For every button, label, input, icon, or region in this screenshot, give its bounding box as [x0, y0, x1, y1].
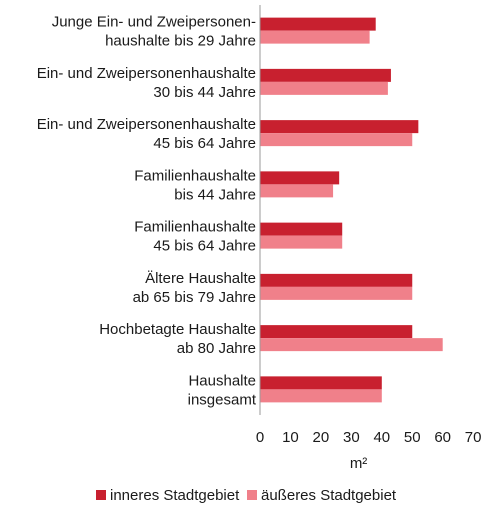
x-tick-label: 40 — [373, 429, 390, 446]
bar-aeusseres-7 — [260, 389, 382, 403]
category-label-5: Ältere Haushalte ab 65 bis 79 Jahre — [133, 270, 256, 306]
x-tick-labels-group: 0 10 20 30 40 50 60 70 — [256, 429, 482, 446]
category-label-line: Ein- und Zweipersonenhaushalte — [37, 116, 256, 133]
bar-aeusseres-0 — [260, 30, 370, 44]
x-tick-label: 50 — [404, 429, 421, 446]
category-label-line: Junge Ein- und Zweipersonen- — [52, 14, 256, 31]
category-label-line: Ein- und Zweipersonenhaushalte — [37, 65, 256, 82]
bar-aeusseres-1 — [260, 81, 388, 95]
x-tick-label: 60 — [434, 429, 451, 446]
bar-inneres-3 — [260, 171, 340, 185]
bar-inneres-2 — [260, 120, 419, 134]
x-tick-label: 30 — [343, 429, 360, 446]
category-label-line: ab 65 bis 79 Jahre — [133, 289, 256, 306]
category-label-line: Familienhaushalte — [134, 167, 256, 184]
bar-aeusseres-2 — [260, 133, 413, 147]
legend-swatch-aeusseres — [247, 490, 257, 500]
x-tick-label: 70 — [465, 429, 482, 446]
category-label-0: Junge Ein- und Zweipersonen-haushalte bi… — [52, 14, 256, 50]
bar-inneres-7 — [260, 376, 382, 390]
category-label-line: 30 bis 44 Jahre — [153, 84, 256, 101]
category-label-2: Ein- und Zweipersonenhaushalte 45 bis 64 … — [37, 116, 256, 152]
legend-label-inneres: inneres Stadtgebiet — [110, 487, 240, 504]
category-label-1: Ein- und Zweipersonenhaushalte 30 bis 44 … — [37, 65, 256, 101]
bar-inneres-4 — [260, 222, 343, 236]
bar-aeusseres-5 — [260, 286, 413, 300]
bar-aeusseres-6 — [260, 338, 443, 352]
category-label-line: 45 bis 64 Jahre — [153, 238, 256, 255]
category-label-line: Hochbetagte Haushalte — [99, 321, 256, 338]
x-tick-label: 20 — [313, 429, 330, 446]
category-label-4: Familienhaushalte 45 bis 64 Jahre — [134, 219, 256, 255]
x-axis-title: m² — [350, 455, 368, 472]
category-label-line: 45 bis 64 Jahre — [153, 135, 256, 152]
category-label-3: Familienhaushalte bis 44 Jahre — [134, 167, 256, 203]
legend: inneres Stadtgebiet äußeres Stadtgebiet — [96, 487, 397, 504]
bar-inneres-0 — [260, 17, 376, 31]
x-tick-label: 10 — [282, 429, 299, 446]
category-label-line: bis 44 Jahre — [174, 186, 256, 203]
category-label-line: ab 80 Jahre — [177, 340, 256, 357]
bar-aeusseres-3 — [260, 184, 334, 198]
bar-inneres-5 — [260, 273, 413, 287]
category-label-line: haushalte bis 29 Jahre — [105, 33, 256, 50]
category-label-7: Haushalte insgesamt — [188, 372, 257, 408]
category-label-line: Familienhaushalte — [134, 219, 256, 236]
x-tick-label: 0 — [256, 429, 264, 446]
category-label-6: Hochbetagte Haushalte ab 80 Jahre — [99, 321, 256, 357]
category-label-line: Ältere Haushalte — [145, 270, 256, 287]
bar-inneres-6 — [260, 325, 413, 339]
legend-label-aeusseres: äußeres Stadtgebiet — [261, 487, 397, 504]
category-label-line: insgesamt — [188, 391, 257, 408]
bar-inneres-1 — [260, 68, 391, 82]
bar-aeusseres-4 — [260, 235, 343, 249]
legend-swatch-inneres — [96, 490, 106, 500]
bars-group — [260, 17, 443, 403]
category-labels-group: Junge Ein- und Zweipersonen-haushalte bi… — [37, 14, 257, 409]
category-label-line: Haushalte — [188, 372, 256, 389]
